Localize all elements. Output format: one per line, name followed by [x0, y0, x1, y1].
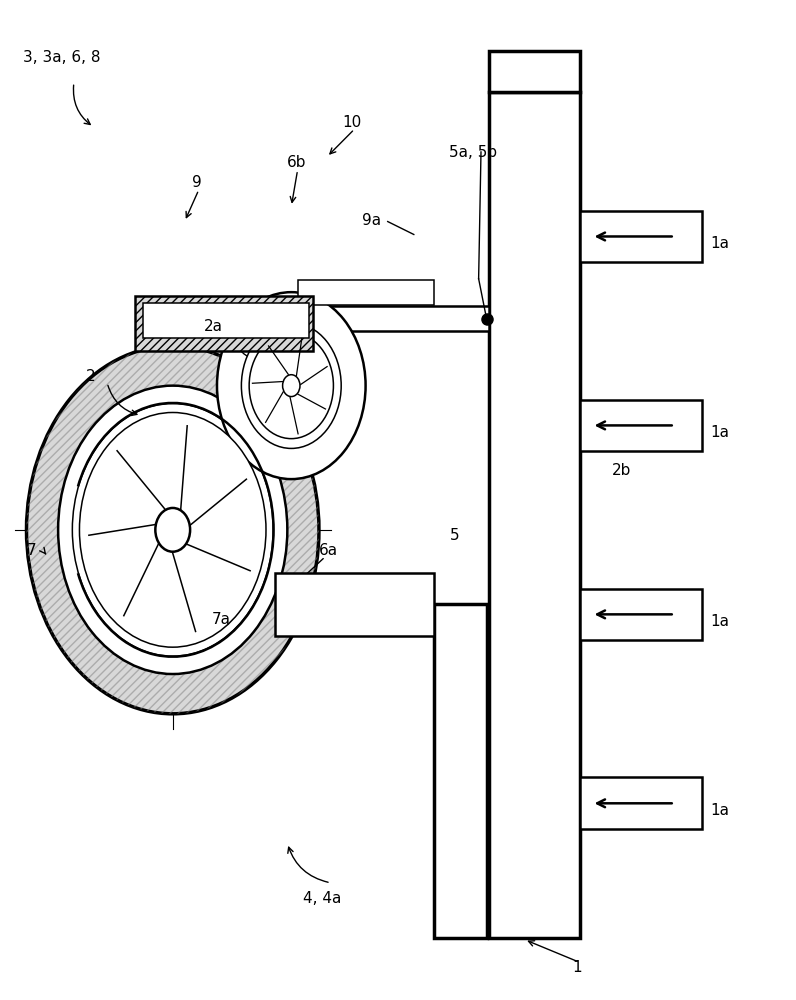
- Bar: [142, 303, 309, 338]
- Bar: [583, 595, 702, 633]
- Circle shape: [283, 375, 300, 397]
- Circle shape: [26, 346, 319, 714]
- Bar: [489, 51, 579, 92]
- Text: 1a: 1a: [710, 236, 729, 251]
- Circle shape: [217, 292, 365, 479]
- Bar: [275, 573, 434, 636]
- Text: 6b: 6b: [287, 155, 306, 170]
- Circle shape: [72, 404, 273, 656]
- Bar: [298, 280, 434, 305]
- Text: 6a: 6a: [319, 543, 338, 558]
- Circle shape: [249, 333, 334, 439]
- Circle shape: [241, 323, 341, 448]
- Text: 1a: 1a: [710, 425, 729, 440]
- Circle shape: [58, 386, 287, 674]
- Text: 3, 3a, 6, 8: 3, 3a, 6, 8: [22, 50, 100, 65]
- Circle shape: [155, 508, 190, 552]
- Text: 4, 4a: 4, 4a: [303, 891, 341, 906]
- Text: 5: 5: [450, 528, 459, 543]
- Text: 1a: 1a: [710, 803, 729, 818]
- Bar: [489, 92, 579, 938]
- Text: 7a: 7a: [213, 612, 232, 627]
- Text: 1: 1: [572, 960, 582, 975]
- Text: 9: 9: [193, 175, 202, 190]
- Text: 2: 2: [86, 369, 96, 384]
- Text: 9a: 9a: [362, 213, 381, 228]
- Text: 10: 10: [342, 115, 362, 130]
- Bar: [135, 296, 313, 351]
- Text: 7: 7: [26, 543, 36, 558]
- Circle shape: [80, 412, 266, 647]
- Bar: [579, 589, 702, 640]
- Bar: [313, 306, 489, 331]
- Bar: [434, 604, 487, 938]
- Text: 1a: 1a: [710, 614, 729, 629]
- Bar: [579, 400, 702, 451]
- Text: 2b: 2b: [611, 463, 630, 478]
- Bar: [583, 784, 702, 822]
- Bar: [583, 407, 702, 444]
- Text: 2a: 2a: [205, 319, 224, 334]
- Text: 5a, 5b: 5a, 5b: [450, 145, 498, 160]
- Bar: [583, 218, 702, 255]
- Bar: [579, 211, 702, 262]
- Bar: [579, 777, 702, 829]
